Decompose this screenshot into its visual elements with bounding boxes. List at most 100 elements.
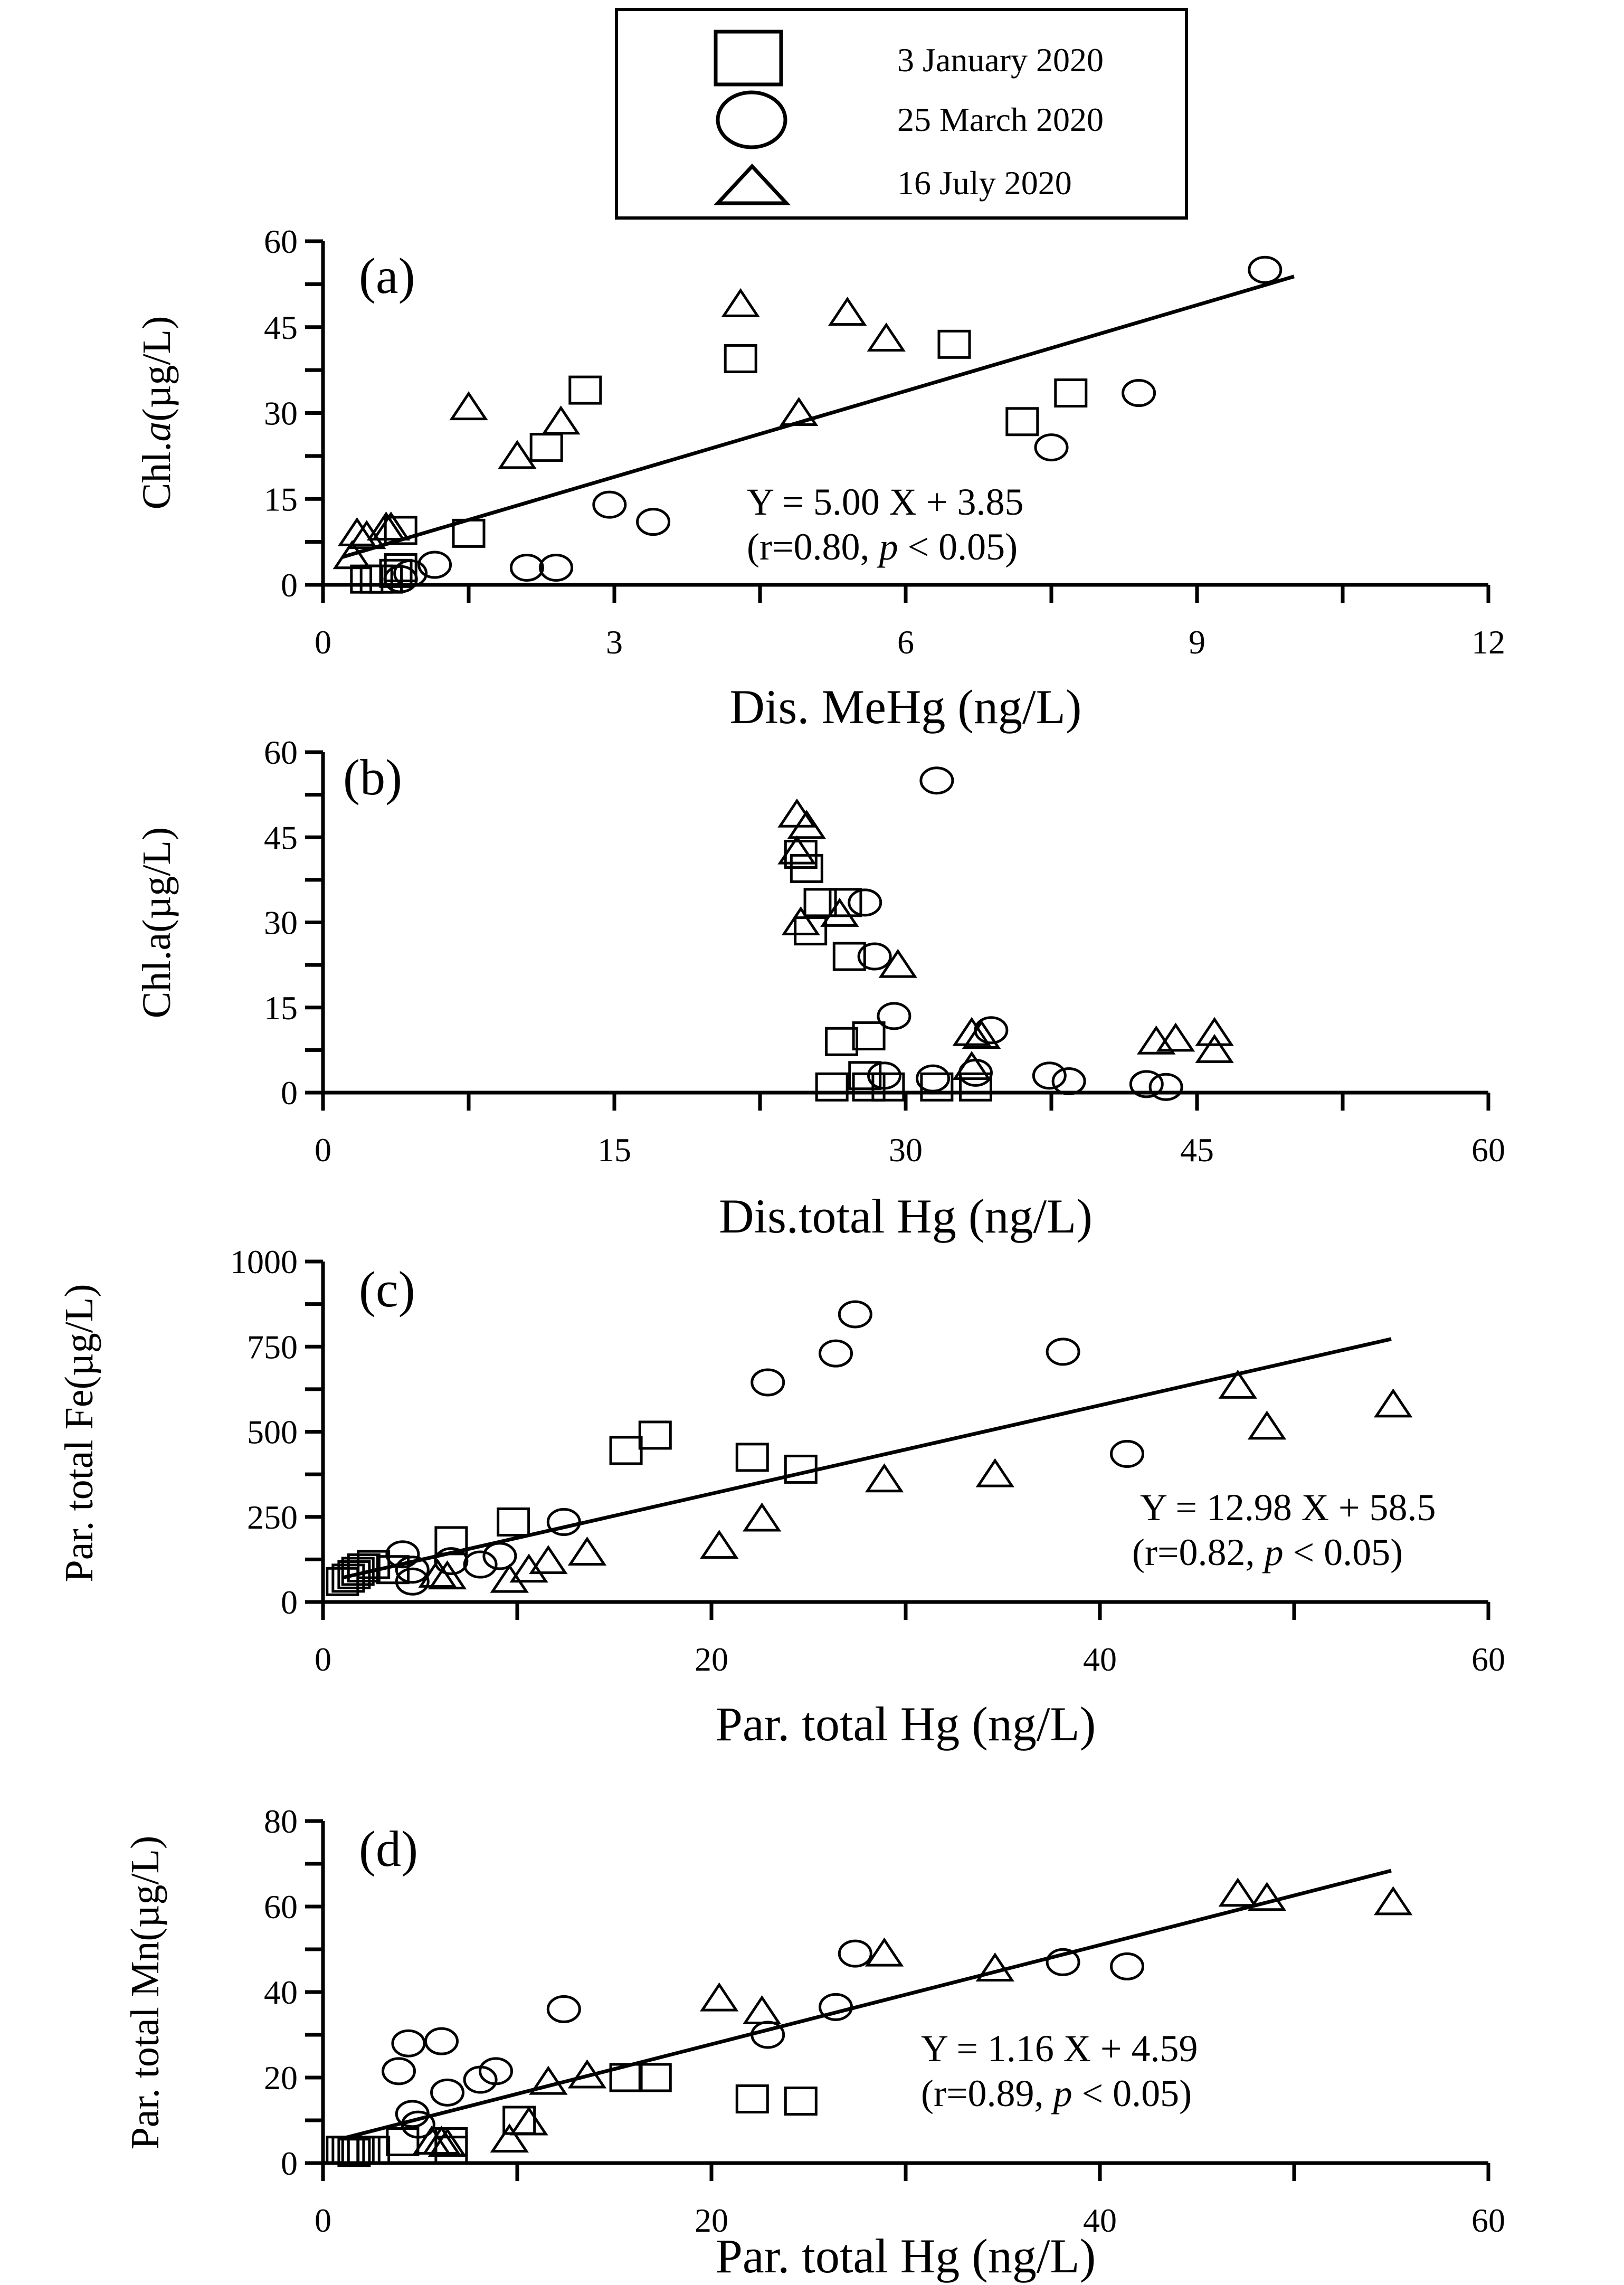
- panel-b-circle-point: [1148, 1073, 1183, 1101]
- panel-a-triangle-point: [347, 520, 386, 549]
- panel-d-y-tick-label: 0: [281, 2145, 298, 2182]
- panel-d-circle-point: [546, 1995, 581, 2023]
- panel-b-square-point: [958, 1072, 992, 1102]
- panel-b-triangle-point: [878, 949, 917, 978]
- panel-b-square-point: [832, 942, 866, 971]
- panel-c-y-tick-label: 500: [247, 1414, 298, 1451]
- panel-d-label: (d): [359, 1821, 418, 1877]
- panel-c-circle-point: [434, 1547, 469, 1576]
- panel-c-x-tick-label: 20: [695, 1641, 728, 1678]
- panel-c-stats: (r=0.82, p < 0.05): [1132, 1531, 1403, 1573]
- panel-a-circle-point: [417, 551, 452, 579]
- panel-c-x-tick-label: 60: [1471, 1641, 1505, 1678]
- panel-c-circle-point: [1046, 1338, 1080, 1366]
- panel-d-triangle-point: [509, 2106, 548, 2136]
- panel-c-triangle-point: [865, 1463, 904, 1493]
- panel-d-circle-point: [838, 1939, 872, 1968]
- panel-a-triangle-point: [337, 517, 377, 546]
- panel-d-triangle-point: [490, 2123, 529, 2153]
- panel-c-x-tick-label: 40: [1083, 1641, 1117, 1678]
- legend-label-mar: 25 March 2020: [897, 101, 1104, 138]
- panel-b-square-point: [852, 1021, 886, 1050]
- panel-c-x-label: Par. total Hg (ng/L): [716, 1697, 1096, 1751]
- legend-label-jan: 3 January 2020: [897, 41, 1104, 79]
- panel-b-y-label-prefix: Chl.a: [135, 933, 179, 1019]
- panel-a-ticks: 0 3 6 9 12 0 15 30 45 60: [264, 223, 1505, 661]
- panel-b-triangle-point: [787, 810, 826, 839]
- panel-c-triangle-point: [1247, 1410, 1287, 1440]
- panel-d-stats-pre: (r=0.89,: [921, 2072, 1053, 2115]
- panel-b-square-point: [848, 1061, 882, 1091]
- panel-d-stats: (r=0.89, p < 0.05): [921, 2072, 1192, 2115]
- panel-c-triangle-point: [743, 1502, 782, 1532]
- panel-a-x-tick-label: 6: [897, 623, 914, 661]
- panel-c-stats-post: < 0.05): [1284, 1531, 1403, 1573]
- panel-c-circle-point: [838, 1300, 872, 1329]
- panel-d-x-tick-label: 60: [1471, 2202, 1505, 2239]
- panel-c-fit-line: [342, 1337, 1392, 1580]
- panel-c-circle-point: [395, 1567, 430, 1596]
- panel-c-square-point: [735, 1443, 769, 1472]
- panel-a-triangle-point: [498, 440, 537, 469]
- panel-a-circle-point: [1034, 433, 1069, 462]
- panel-b-x-tick-label: 30: [889, 1131, 923, 1169]
- panel-c-triangle-point: [1218, 1369, 1257, 1399]
- panel-a-markers: [333, 255, 1283, 594]
- panel-d-equation: Y = 1.16 X + 4.59: [921, 2027, 1198, 2070]
- panel-a-label: (a): [359, 248, 415, 304]
- panel-d-circle-point: [1046, 1948, 1080, 1976]
- panel-b-square-point: [790, 854, 823, 883]
- panel-a-circle-point: [383, 565, 418, 593]
- panel-b-triangle-point: [1195, 1017, 1234, 1046]
- panel-d-triangle-point: [975, 1952, 1014, 1981]
- panel-a-circle-point: [636, 508, 671, 536]
- panel-b-ticks: 0 15 30 45 60 0 15 30 45 60: [264, 734, 1505, 1169]
- panel-b-y-tick-label: 15: [264, 989, 298, 1027]
- panel-b-circle-point: [1129, 1070, 1164, 1098]
- panel-b-y-tick-label: 60: [264, 734, 298, 771]
- legend-label-jul: 16 July 2020: [897, 164, 1072, 202]
- panel-c-square-point: [638, 1420, 672, 1450]
- panel-d-y-tick-label: 60: [264, 1888, 298, 1926]
- panel-c-triangle-point: [529, 1545, 568, 1575]
- panel-c-y-label: Par. total Fe(µg/L): [57, 1284, 101, 1582]
- panel-b-square-point: [825, 1027, 859, 1056]
- panel-c-triangle-point: [490, 1563, 529, 1593]
- panel-c-y-tick-label: 250: [247, 1499, 298, 1536]
- panel-b-square-point: [815, 1072, 849, 1102]
- panel-a-circle-point: [509, 553, 544, 582]
- panel-a-equation: Y = 5.00 X + 3.85: [747, 481, 1024, 523]
- panel-d-triangle-point: [529, 2065, 568, 2095]
- panel-b-circle-point: [857, 942, 892, 971]
- panel-b-circle-point: [919, 766, 954, 795]
- panel-b-x-label: Dis.total Hg (ng/L): [719, 1189, 1093, 1243]
- panel-b-square-point: [803, 888, 837, 917]
- panel-b-y-label: Chl.a(µg/L): [135, 827, 179, 1019]
- panel-c: 0 20 40 60 0 250 500 750 1000 (c) Y = 12.98 X + …: [57, 1243, 1505, 1751]
- legend: 3 January 2020 25 March 2020 16 July 202…: [615, 8, 1188, 220]
- legend-square-marker: [714, 30, 783, 87]
- panel-a-square-point: [1054, 378, 1088, 408]
- panel-a-stats-pre: (r=0.80,: [747, 526, 879, 568]
- panel-b-y-tick-label: 45: [264, 819, 298, 856]
- panel-d-fit-line: [341, 1869, 1392, 2140]
- panel-b-circle-point: [848, 888, 882, 917]
- panel-c-circle-point: [819, 1339, 853, 1368]
- panel-d-circle-point: [1110, 1952, 1145, 1980]
- panel-a-square-point: [568, 375, 602, 405]
- panel-a-x-tick-label: 0: [315, 623, 331, 661]
- panel-d-markers: [326, 1878, 1413, 2167]
- panel-a-y-label-suffix: (µg/L): [135, 316, 179, 422]
- panel-a-square-point: [529, 433, 563, 462]
- panel-b-circle-point: [1032, 1061, 1067, 1090]
- panel-b-label: (b): [343, 749, 402, 805]
- panel-c-circle-point: [395, 1556, 430, 1584]
- panel-c-y-tick-label: 750: [247, 1328, 298, 1366]
- panel-a-stats-post: < 0.05): [898, 526, 1018, 568]
- panel-d-circle-point: [430, 2078, 465, 2107]
- panel-a-triangle-point: [449, 391, 488, 421]
- panel-c-triangle-point: [509, 1553, 548, 1583]
- panel-a-fit-line: [341, 274, 1295, 559]
- panel-d-triangle-point: [422, 2125, 461, 2155]
